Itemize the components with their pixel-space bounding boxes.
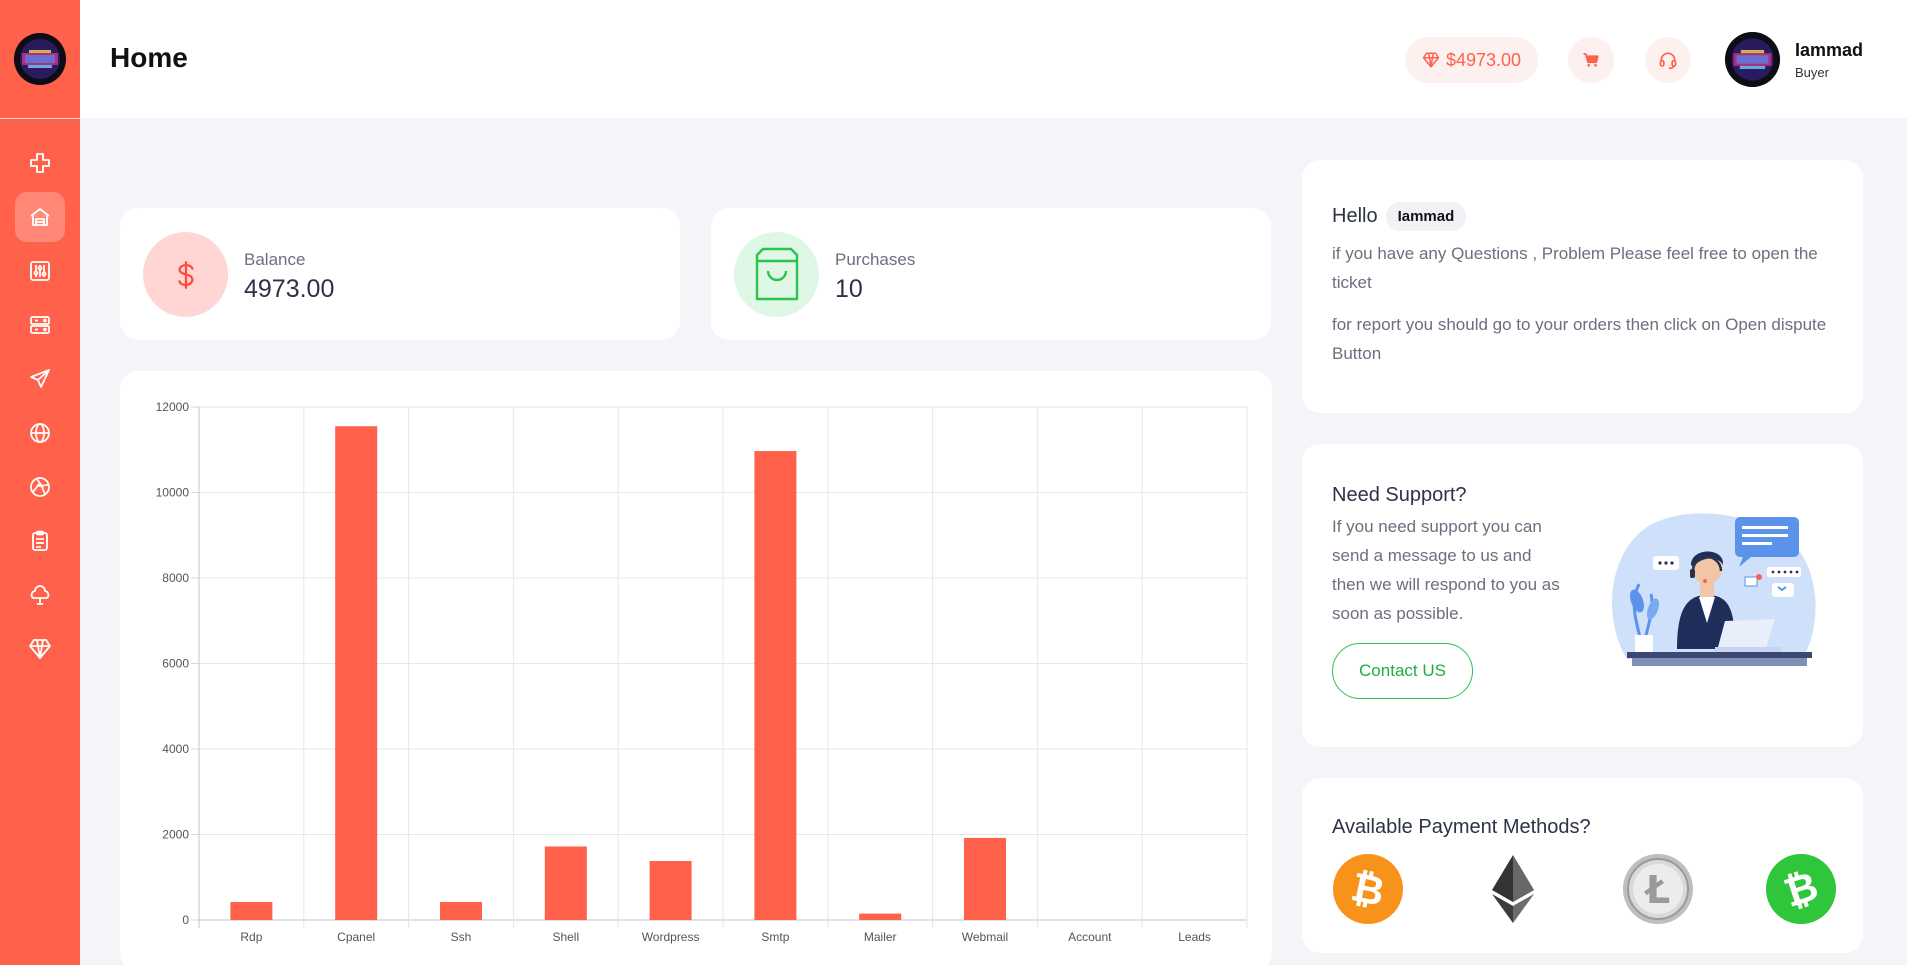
sliders-icon (30, 261, 50, 281)
aperture-icon (30, 477, 50, 497)
y-tick-label: 4000 (162, 742, 189, 756)
sidebar-item-add[interactable] (15, 138, 65, 188)
contact-us-button[interactable]: Contact US (1332, 643, 1473, 699)
balance-card: Balance 4973.00 (120, 208, 680, 340)
balance-label: Balance (244, 250, 306, 269)
support-button[interactable] (1645, 37, 1691, 83)
plus-icon (30, 153, 50, 173)
sidebar-item-orders[interactable] (15, 516, 65, 566)
sidebar-item-premium[interactable] (15, 624, 65, 674)
clipboard-icon (32, 530, 48, 551)
hello-greeting: Hello (1332, 205, 1378, 227)
x-tick-label: Wordpress (642, 930, 700, 944)
balance-amount: $4973.00 (1445, 49, 1522, 70)
bar-webmail (964, 837, 1006, 920)
username-badge: Iammad (1385, 202, 1467, 231)
x-tick-label: Webmail (962, 930, 1008, 944)
x-tick-label: Leads (1178, 930, 1211, 944)
bar-mailer (859, 913, 902, 920)
sidebar-item-leads[interactable] (15, 570, 65, 620)
purchases-value: 10 (835, 275, 863, 303)
cart-icon (1583, 53, 1599, 67)
support-title: Need Support? (1332, 484, 1467, 506)
x-tick-label: Mailer (864, 930, 897, 944)
bitcoin-cash-icon: ₿ (1766, 854, 1836, 924)
x-tick-label: Shell (552, 930, 579, 944)
y-tick-label: 12000 (156, 400, 190, 414)
payment-title: Available Payment Methods? (1332, 816, 1591, 838)
support-agent-illustration (1612, 513, 1816, 666)
sidebar-item-home[interactable] (15, 192, 65, 242)
purchases-chart-card: 0 2000 4000 6000 8000 10000 12000 Rdp Cpanel Ssh S… (120, 371, 1272, 965)
y-tick-label: 6000 (162, 657, 189, 671)
balance-button[interactable]: $4973.00 (1405, 37, 1538, 83)
user-name[interactable]: Iammad (1795, 40, 1864, 60)
payment-methods-card: Available Payment Methods? ₿ Ł ₿ (1302, 778, 1863, 953)
ethereum-icon (1492, 855, 1534, 923)
hello-card: Hello Iammad if you have any Questions ,… (1302, 160, 1863, 413)
purchases-label: Purchases (835, 250, 916, 269)
x-tick-label: Ssh (451, 930, 472, 944)
tree-icon (30, 585, 50, 605)
hello-message-2: for report you should go to your orders … (1332, 315, 1827, 363)
server-icon (30, 316, 50, 334)
sidebar (0, 0, 80, 965)
hello-message-1: if you have any Questions , Problem Plea… (1332, 244, 1818, 292)
sidebar-item-servers[interactable] (15, 300, 65, 350)
logo[interactable] (14, 33, 66, 85)
sidebar-item-aperture[interactable] (15, 462, 65, 512)
y-tick-label: 8000 (162, 571, 189, 585)
user-role: Buyer (1795, 65, 1829, 80)
sidebar-item-web[interactable] (15, 408, 65, 458)
support-card: Need Support? If you need support you ca… (1302, 444, 1863, 747)
diamond-icon (1422, 52, 1440, 68)
bar-rdp (230, 902, 273, 920)
sidebar-item-send[interactable] (15, 354, 65, 404)
x-tick-label: Account (1068, 930, 1112, 944)
bar-cpanel (335, 426, 378, 920)
y-tick-label: 0 (182, 913, 189, 927)
svg-text:Ł: Ł (1644, 868, 1670, 912)
bar-wordpress (649, 861, 692, 920)
sidebar-divider (0, 118, 80, 119)
globe-icon (30, 423, 50, 443)
headset-icon (1659, 52, 1677, 70)
x-tick-label: Rdp (240, 930, 262, 944)
x-tick-label: Cpanel (337, 930, 375, 944)
top-header: Home $4973.00 Iammad Buyer (80, 0, 1907, 118)
home-icon (30, 208, 50, 226)
bitcoin-icon: ₿ (1333, 854, 1403, 924)
bar-smtp (754, 451, 797, 920)
page-title: Home (110, 42, 188, 73)
litecoin-icon: Ł (1623, 854, 1693, 924)
send-icon (30, 369, 50, 388)
shopping-bag-icon (734, 232, 819, 317)
purchases-card: Purchases 10 (711, 208, 1271, 340)
cart-button[interactable] (1568, 37, 1614, 83)
avatar[interactable] (1725, 32, 1780, 87)
diamond-icon (29, 639, 51, 659)
sidebar-item-tools[interactable] (15, 246, 65, 296)
bar-chart: 0 2000 4000 6000 8000 10000 12000 Rdp Cpanel Ssh S… (156, 400, 1248, 944)
bar-shell (544, 846, 587, 920)
support-text: If you need support you can send a messa… (1332, 517, 1560, 623)
dollar-icon (143, 232, 228, 317)
balance-value: 4973.00 (244, 275, 335, 303)
y-tick-label: 10000 (156, 486, 190, 500)
x-tick-label: Smtp (761, 930, 789, 944)
bar-ssh (440, 902, 482, 920)
hello-heading: Hello Iammad (1332, 202, 1467, 231)
y-tick-label: 2000 (162, 828, 189, 842)
